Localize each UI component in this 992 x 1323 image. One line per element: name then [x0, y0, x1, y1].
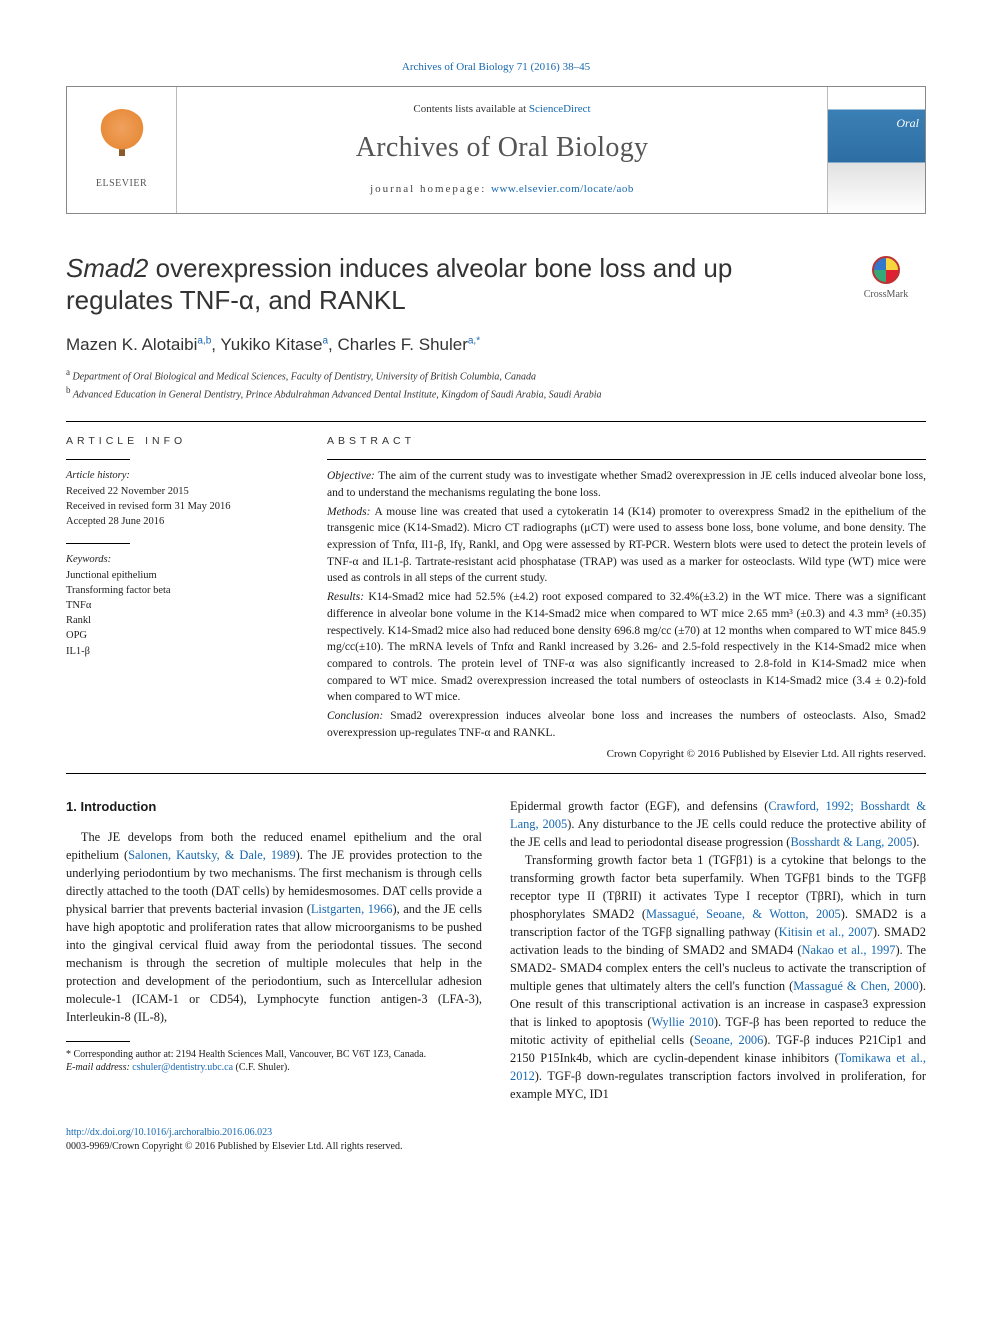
abs-objective-label: Objective:: [327, 470, 378, 482]
abs-methods: A mouse line was created that used a cyt…: [327, 506, 926, 585]
intro-para-2: Transforming growth factor beta 1 (TGFβ1…: [510, 852, 926, 1104]
ref-massague-2005[interactable]: Massagué, Seoane, & Wotton, 2005: [646, 907, 841, 921]
section-1-heading: 1. Introduction: [66, 798, 482, 817]
journal-name: Archives of Oral Biology: [356, 128, 649, 169]
ref-salonen-1989[interactable]: Salonen, Kautsky, & Dale, 1989: [128, 848, 296, 862]
keyword-3: Rankl: [66, 613, 291, 628]
corresponding-author-footnote: * Corresponding author at: 2194 Health S…: [66, 1048, 482, 1075]
doi-link[interactable]: http://dx.doi.org/10.1016/j.archoralbio.…: [66, 1127, 272, 1138]
page-footer: http://dx.doi.org/10.1016/j.archoralbio.…: [66, 1126, 926, 1155]
abstract-column: ABSTRACT Objective: The aim of the curre…: [327, 434, 926, 765]
p1c: ), and the JE cells have high apoptotic …: [66, 902, 482, 1024]
title-italic-lead: Smad2: [66, 253, 148, 283]
history-accepted: Accepted 28 June 2016: [66, 514, 291, 529]
ref-massague-chen-2000[interactable]: Massagué & Chen, 2000: [793, 979, 918, 993]
keyword-1: Transforming factor beta: [66, 583, 291, 598]
intro-para-1-continued: Epidermal growth factor (EGF), and defen…: [510, 798, 926, 852]
article-info-column: ARTICLE INFO Article history: Received 2…: [66, 434, 291, 765]
journal-homepage-label: journal homepage:: [370, 183, 491, 195]
author-1: Mazen K. Alotaibi: [66, 335, 197, 354]
section-rule-bottom: [66, 773, 926, 774]
p2h: ). TGF-β down-regulates transcription fa…: [510, 1069, 926, 1101]
ref-kitisin-2007[interactable]: Kitisin et al., 2007: [779, 925, 873, 939]
keyword-4: OPG: [66, 628, 291, 643]
article-info-heading: ARTICLE INFO: [66, 434, 291, 449]
abs-objective: The aim of the current study was to inve…: [327, 470, 926, 499]
crossmark-widget[interactable]: CrossMark: [846, 256, 926, 303]
abstract-copyright: Crown Copyright © 2016 Published by Else…: [327, 747, 926, 763]
publisher-logo-cell: ELSEVIER: [67, 87, 177, 213]
corr-address: 2194 Health Sciences Mall, Vancouver, BC…: [176, 1049, 426, 1060]
title-remainder: overexpression induces alveolar bone los…: [66, 253, 732, 316]
affiliation-b: Advanced Education in General Dentistry,…: [73, 390, 602, 401]
ref-nakao-1997[interactable]: Nakao et al., 1997: [802, 943, 896, 957]
info-subrule: [66, 459, 130, 460]
contents-lists-line: Contents lists available at ScienceDirec…: [413, 102, 590, 118]
section-rule-top: [66, 421, 926, 422]
keyword-2: TNFα: [66, 598, 291, 613]
info-subrule-2: [66, 543, 130, 544]
author-1-affil: a,b: [197, 335, 211, 346]
abs-results: K14-Smad2 mice had 52.5% (±4.2) root exp…: [327, 591, 926, 703]
p1d: Epidermal growth factor (EGF), and defen…: [510, 799, 768, 813]
affiliation-block: a Department of Oral Biological and Medi…: [66, 366, 926, 404]
elsevier-tree-icon: [95, 109, 149, 173]
keywords-label: Keywords:: [66, 554, 111, 565]
journal-homepage-link[interactable]: www.elsevier.com/locate/aob: [491, 183, 634, 195]
ref-seoane-2006[interactable]: Seoane, 2006: [694, 1033, 763, 1047]
sciencedirect-link[interactable]: ScienceDirect: [529, 103, 591, 115]
intro-para-1: The JE develops from both the reduced en…: [66, 829, 482, 1027]
crossmark-label: CrossMark: [864, 288, 908, 303]
contents-prefix: Contents lists available at: [413, 103, 528, 115]
keyword-5: IL1-β: [66, 644, 291, 659]
author-2: , Yukiko Kitase: [211, 335, 322, 354]
abstract-heading: ABSTRACT: [327, 434, 926, 449]
affiliation-a: Department of Oral Biological and Medica…: [73, 371, 537, 382]
ref-wyllie-2010[interactable]: Wyllie 2010: [651, 1015, 713, 1029]
history-revised: Received in revised form 31 May 2016: [66, 499, 291, 514]
email-label: E-mail address:: [66, 1062, 132, 1073]
abstract-subrule: [327, 459, 926, 460]
abs-conclusion-label: Conclusion:: [327, 710, 390, 722]
crossmark-icon: [872, 256, 900, 284]
p1f: ).: [912, 835, 919, 849]
running-citation: Archives of Oral Biology 71 (2016) 38–45: [66, 60, 926, 76]
cover-brand-text: Oral: [896, 115, 919, 132]
history-label: Article history:: [66, 470, 130, 481]
issn-copyright-line: 0003-9969/Crown Copyright © 2016 Publish…: [66, 1140, 926, 1155]
publisher-wordmark: ELSEVIER: [95, 177, 149, 192]
article-title: Smad2 overexpression induces alveolar bo…: [66, 252, 836, 317]
ref-listgarten-1966[interactable]: Listgarten, 1966: [311, 902, 393, 916]
ref-bosshardt-2005[interactable]: Bosshardt & Lang, 2005: [790, 835, 912, 849]
abs-methods-label: Methods:: [327, 506, 375, 518]
author-list: Mazen K. Alotaibia,b, Yukiko Kitasea, Ch…: [66, 333, 926, 358]
corr-email-who: (C.F. Shuler).: [233, 1062, 290, 1073]
footnote-separator: [66, 1041, 130, 1042]
author-3: , Charles F. Shuler: [328, 335, 468, 354]
author-3-corr-star: *: [476, 335, 480, 346]
abs-conclusion: Smad2 overexpression induces alveolar bo…: [327, 710, 926, 739]
author-3-affil: a,: [468, 335, 476, 346]
corr-label: * Corresponding author at:: [66, 1049, 176, 1060]
history-received: Received 22 November 2015: [66, 484, 291, 499]
abs-results-label: Results:: [327, 591, 368, 603]
keyword-0: Junctional epithelium: [66, 568, 291, 583]
journal-masthead: ELSEVIER Contents lists available at Sci…: [66, 86, 926, 214]
body-two-column: 1. Introduction The JE develops from bot…: [66, 798, 926, 1104]
journal-cover-thumb: Oral: [827, 87, 925, 213]
corr-email-link[interactable]: cshuler@dentistry.ubc.ca: [132, 1062, 233, 1073]
journal-homepage-line: journal homepage: www.elsevier.com/locat…: [370, 182, 634, 198]
